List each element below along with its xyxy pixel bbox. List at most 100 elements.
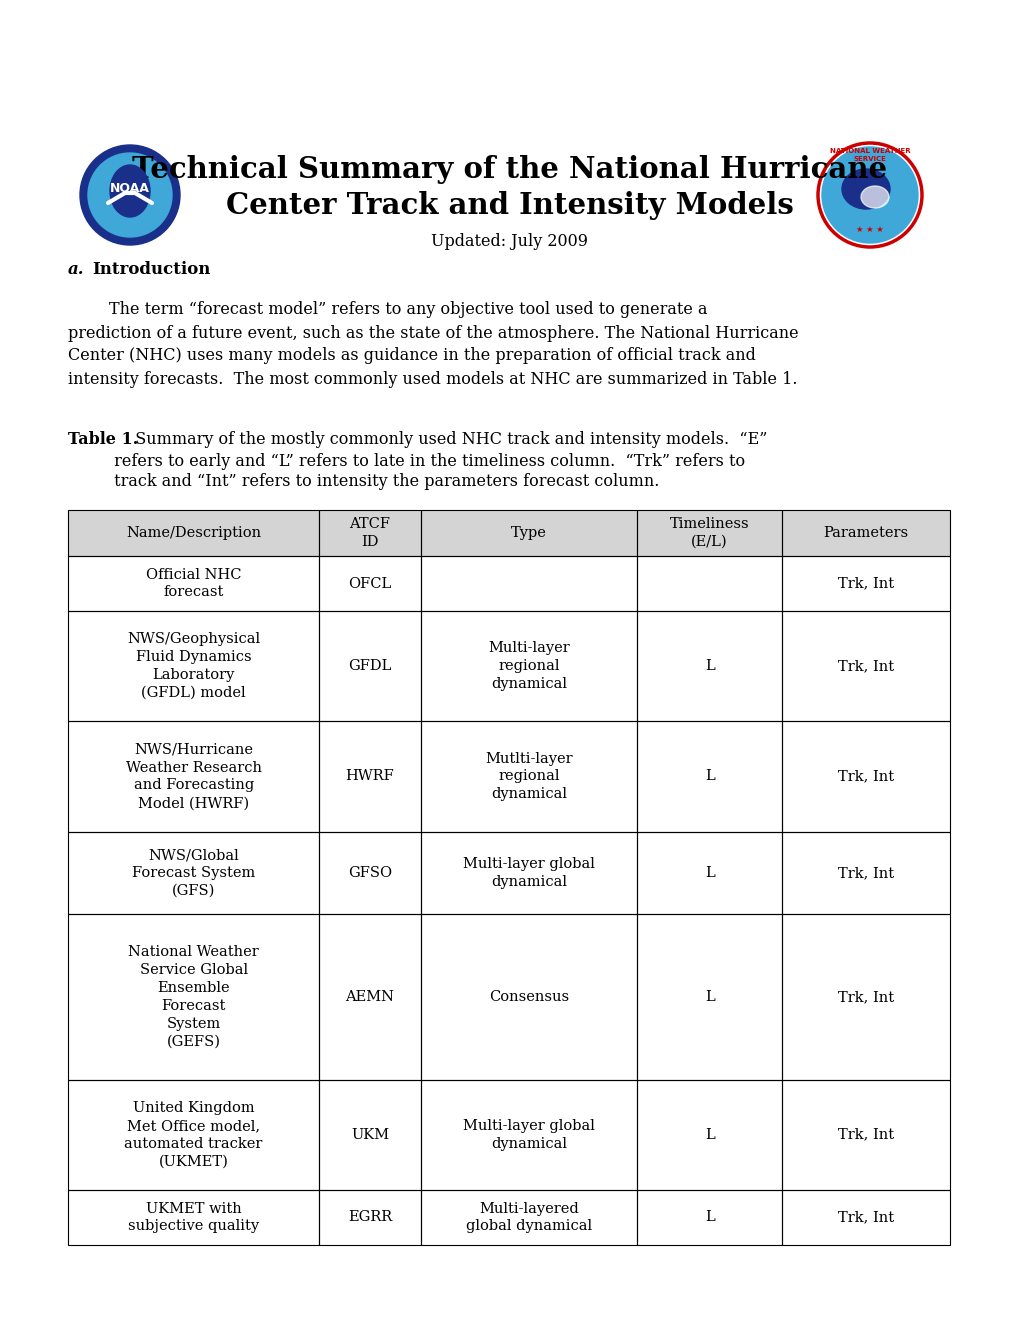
- Bar: [68, 832, 319, 915]
- Text: Multi-layered
global dynamical: Multi-layered global dynamical: [466, 1201, 591, 1233]
- Bar: [421, 510, 636, 556]
- Text: GFSO: GFSO: [347, 866, 391, 880]
- Bar: [782, 832, 949, 915]
- Text: Trk, Int: Trk, Int: [838, 659, 894, 673]
- Bar: [636, 556, 782, 611]
- Text: National Weather
Service Global
Ensemble
Forecast
System
(GEFS): National Weather Service Global Ensemble…: [128, 945, 259, 1048]
- Text: Timeliness
(E/L): Timeliness (E/L): [669, 517, 749, 549]
- Bar: [421, 556, 636, 611]
- Bar: [636, 510, 782, 556]
- Text: NATIONAL WEATHER: NATIONAL WEATHER: [828, 148, 909, 154]
- Text: NWS/Hurricane
Weather Research
and Forecasting
Model (HWRF): NWS/Hurricane Weather Research and Forec…: [125, 743, 262, 810]
- Text: GFDL: GFDL: [348, 659, 391, 673]
- Ellipse shape: [860, 186, 889, 209]
- Bar: [68, 832, 319, 915]
- Bar: [782, 915, 949, 1080]
- Text: L: L: [704, 659, 714, 673]
- Bar: [319, 832, 421, 915]
- Text: Type: Type: [511, 525, 546, 540]
- Text: intensity forecasts.  The most commonly used models at NHC are summarized in Tab: intensity forecasts. The most commonly u…: [68, 371, 797, 388]
- Text: NWS/Geophysical
Fluid Dynamics
Laboratory
(GFDL) model: NWS/Geophysical Fluid Dynamics Laborator…: [127, 632, 260, 700]
- Bar: [68, 510, 319, 556]
- Bar: [782, 611, 949, 721]
- Text: Trk, Int: Trk, Int: [838, 577, 894, 590]
- Bar: [636, 1189, 782, 1245]
- Bar: [68, 915, 319, 1080]
- Text: Trk, Int: Trk, Int: [838, 1210, 894, 1225]
- Text: Trk, Int: Trk, Int: [838, 990, 894, 1005]
- Bar: [319, 1080, 421, 1189]
- Bar: [421, 1189, 636, 1245]
- Bar: [421, 915, 636, 1080]
- Bar: [68, 1189, 319, 1245]
- Bar: [319, 510, 421, 556]
- Bar: [782, 721, 949, 832]
- Text: UKM: UKM: [351, 1127, 389, 1142]
- Bar: [782, 510, 949, 556]
- Bar: [68, 1189, 319, 1245]
- Text: ATCF
ID: ATCF ID: [350, 517, 390, 549]
- Bar: [636, 1080, 782, 1189]
- Bar: [68, 556, 319, 611]
- Bar: [636, 832, 782, 915]
- Text: Name/Description: Name/Description: [126, 525, 261, 540]
- Text: The term “forecast model” refers to any objective tool used to generate a: The term “forecast model” refers to any …: [68, 301, 707, 318]
- Text: Center (NHC) uses many models as guidance in the preparation of official track a: Center (NHC) uses many models as guidanc…: [68, 347, 755, 364]
- Bar: [319, 915, 421, 1080]
- Bar: [782, 510, 949, 556]
- Bar: [636, 510, 782, 556]
- Bar: [421, 611, 636, 721]
- Ellipse shape: [841, 169, 890, 209]
- Bar: [319, 721, 421, 832]
- Bar: [319, 556, 421, 611]
- Text: Multi-layer global
dynamical: Multi-layer global dynamical: [463, 1119, 594, 1151]
- Bar: [782, 1189, 949, 1245]
- Bar: [421, 510, 636, 556]
- Text: Trk, Int: Trk, Int: [838, 866, 894, 880]
- Bar: [421, 915, 636, 1080]
- Bar: [782, 556, 949, 611]
- Circle shape: [88, 153, 172, 238]
- Bar: [319, 1080, 421, 1189]
- Text: EGRR: EGRR: [347, 1210, 391, 1225]
- Bar: [636, 721, 782, 832]
- Bar: [421, 1080, 636, 1189]
- Bar: [782, 1080, 949, 1189]
- Ellipse shape: [110, 165, 150, 216]
- Bar: [636, 915, 782, 1080]
- Bar: [319, 832, 421, 915]
- Bar: [782, 721, 949, 832]
- Text: AEMN: AEMN: [345, 990, 394, 1005]
- Text: SERVICE: SERVICE: [853, 156, 886, 162]
- Text: track and “Int” refers to intensity the parameters forecast column.: track and “Int” refers to intensity the …: [68, 474, 658, 491]
- Bar: [421, 721, 636, 832]
- Bar: [636, 556, 782, 611]
- Bar: [636, 832, 782, 915]
- Text: Center Track and Intensity Models: Center Track and Intensity Models: [226, 190, 793, 219]
- Bar: [319, 1189, 421, 1245]
- Bar: [68, 915, 319, 1080]
- Bar: [782, 611, 949, 721]
- Bar: [68, 1080, 319, 1189]
- Text: Official NHC
forecast: Official NHC forecast: [146, 568, 242, 599]
- Bar: [782, 832, 949, 915]
- Text: a.: a.: [68, 261, 85, 279]
- Bar: [68, 556, 319, 611]
- Bar: [636, 915, 782, 1080]
- Text: refers to early and “L” refers to late in the timeliness column.  “Trk” refers t: refers to early and “L” refers to late i…: [68, 453, 745, 470]
- Bar: [319, 611, 421, 721]
- Bar: [421, 1189, 636, 1245]
- Bar: [68, 1080, 319, 1189]
- Bar: [782, 1080, 949, 1189]
- Bar: [636, 1189, 782, 1245]
- Text: L: L: [704, 1210, 714, 1225]
- Bar: [636, 611, 782, 721]
- Text: L: L: [704, 1127, 714, 1142]
- Bar: [68, 510, 319, 556]
- Bar: [319, 721, 421, 832]
- Text: Parameters: Parameters: [822, 525, 908, 540]
- Text: L: L: [704, 770, 714, 784]
- Text: Technical Summary of the National Hurricane: Technical Summary of the National Hurric…: [132, 156, 887, 185]
- Text: Trk, Int: Trk, Int: [838, 1127, 894, 1142]
- Text: Consensus: Consensus: [488, 990, 569, 1005]
